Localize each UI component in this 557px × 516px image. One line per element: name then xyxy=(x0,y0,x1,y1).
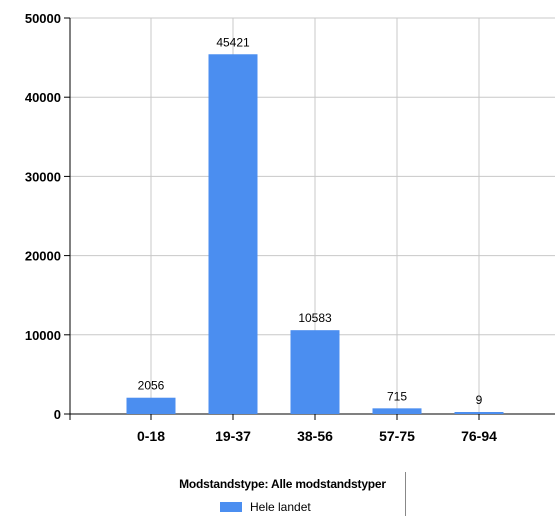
y-tick-label: 50000 xyxy=(25,11,61,26)
data-label: 715 xyxy=(387,389,407,403)
legend-swatch xyxy=(220,502,242,512)
legend-item: Hele landet xyxy=(220,499,311,515)
bars xyxy=(126,54,504,414)
y-tick-label: 10000 xyxy=(25,328,61,343)
legend-title: Modstandstype: Alle modstandstyper xyxy=(179,477,386,491)
y-tick-label: 0 xyxy=(54,407,61,422)
legend-divider xyxy=(405,472,406,516)
x-axis-ticks: 0-18 19-37 38-56 57-75 76-94 xyxy=(137,414,497,444)
bar xyxy=(454,412,504,414)
legend-label: Hele landet xyxy=(250,500,311,514)
data-labels: 2056 45421 10583 715 9 xyxy=(138,35,483,407)
x-tick-label: 76-94 xyxy=(461,428,497,444)
gridlines xyxy=(70,17,555,415)
y-tick-label: 20000 xyxy=(25,249,61,264)
data-label: 10583 xyxy=(298,311,332,325)
x-tick-label: 0-18 xyxy=(137,428,165,444)
bar xyxy=(126,397,176,414)
x-tick-label: 19-37 xyxy=(215,428,251,444)
y-axis-ticks: 0 10000 20000 30000 40000 50000 xyxy=(25,11,70,422)
bar xyxy=(290,330,340,414)
bar xyxy=(208,54,258,414)
data-label: 45421 xyxy=(216,35,250,49)
data-label: 9 xyxy=(476,393,483,407)
y-tick-label: 40000 xyxy=(25,90,61,105)
x-tick-label: 57-75 xyxy=(379,428,415,444)
x-tick-label: 38-56 xyxy=(297,428,333,444)
bar xyxy=(372,408,422,414)
y-tick-label: 30000 xyxy=(25,169,61,184)
data-label: 2056 xyxy=(138,379,165,393)
